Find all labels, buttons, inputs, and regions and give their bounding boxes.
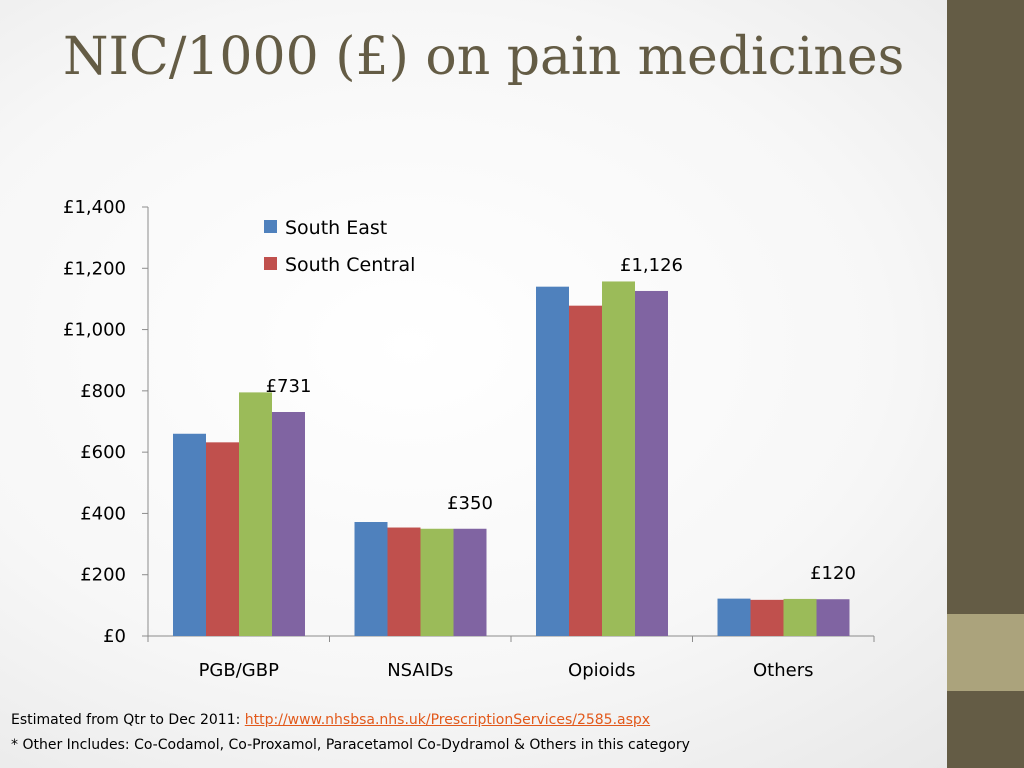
bar: [387, 527, 421, 636]
bar: [173, 433, 206, 636]
bar-chart: £0 £200 £400 £600 £800 £1,000 £1,200 £1,400 PGB/…: [63, 197, 875, 681]
y-tick-label: £200: [80, 565, 126, 586]
bar: [239, 392, 272, 636]
y-tick-label: £1,400: [63, 197, 126, 218]
data-label: £1,126: [620, 255, 683, 276]
y-tick-label: £600: [80, 442, 126, 463]
legend-swatch: [264, 257, 277, 270]
decorative-sidebar-accent: [947, 614, 1024, 691]
bar: [569, 305, 602, 636]
others-footnote: * Other Includes: Co-Codamol, Co-Proxamo…: [11, 737, 690, 753]
x-category-label: Opioids: [568, 660, 635, 681]
data-label: £350: [447, 493, 493, 514]
bar: [717, 598, 751, 636]
x-category-label: NSAIDs: [387, 660, 453, 681]
source-footnote-prefix: Estimated from Qtr to Dec 2011:: [11, 712, 245, 728]
data-label: £120: [810, 563, 856, 584]
bar: [635, 290, 668, 636]
legend-label: South Central: [285, 254, 415, 276]
y-tick-label: £1,200: [63, 258, 126, 279]
slide-title: NIC/1000 (£) on pain medicines: [63, 27, 905, 87]
source-link[interactable]: http://www.nhsbsa.nhs.uk/PrescriptionSer…: [244, 712, 651, 728]
bar: [602, 281, 635, 636]
bar: [453, 528, 487, 636]
bar: [816, 599, 850, 636]
bar: [420, 528, 454, 636]
y-tick-label: £400: [80, 503, 126, 524]
x-category-label: Others: [753, 660, 814, 681]
legend-label: South East: [285, 217, 387, 239]
y-tick-label: £800: [80, 381, 126, 402]
data-label: £731: [266, 376, 312, 397]
source-footnote: Estimated from Qtr to Dec 2011: http://w…: [11, 712, 941, 728]
bar: [750, 599, 784, 636]
bar: [354, 522, 388, 636]
bar: [272, 412, 305, 636]
bar: [206, 442, 239, 636]
y-tick-label: £1,000: [63, 320, 126, 341]
x-category-label: PGB/GBP: [199, 660, 280, 681]
bar: [783, 598, 817, 636]
bar: [536, 286, 569, 636]
legend-swatch: [264, 220, 277, 233]
y-tick-label: £0: [103, 626, 126, 647]
